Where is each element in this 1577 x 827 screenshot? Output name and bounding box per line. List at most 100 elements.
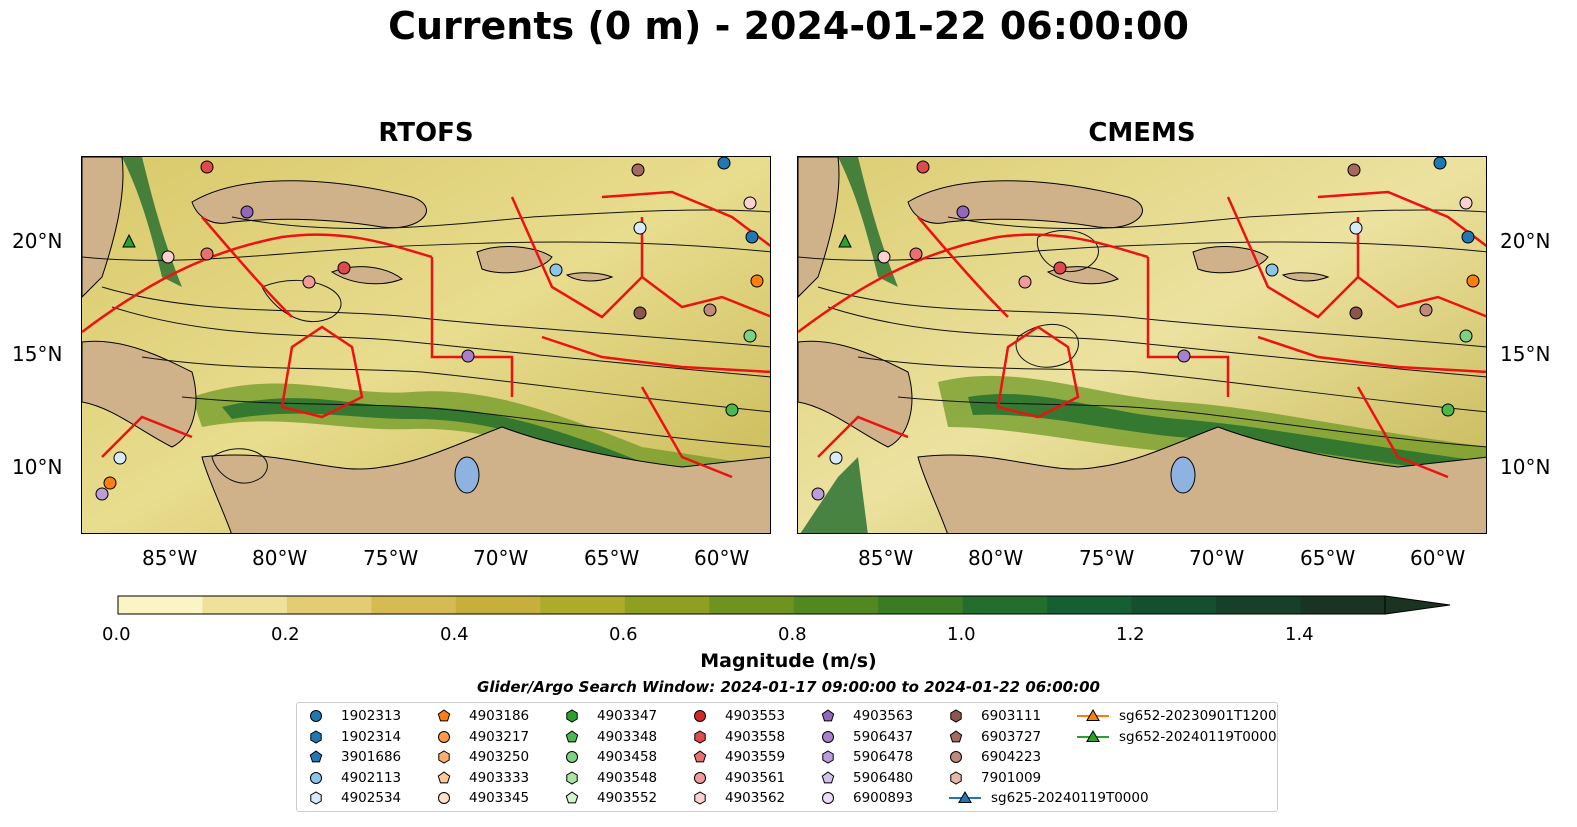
colorbar-segment <box>371 596 457 614</box>
colorbar-segment <box>709 596 795 614</box>
colorbar-segments <box>118 596 1386 614</box>
legend-marker-circle-icon <box>950 751 962 764</box>
legend-marker-pentagon-icon <box>821 771 835 784</box>
lon-label-85w-left: 85°W <box>142 546 198 570</box>
legend-marker-circle-icon <box>566 751 578 764</box>
legend-marker-hexagon-icon <box>694 730 706 744</box>
legend-label: 4903561 <box>725 769 786 786</box>
lon-label-60w-left: 60°W <box>694 546 750 570</box>
lat-label-10n-left: 10°N <box>12 455 63 479</box>
map-panel-cmems <box>797 156 1487 534</box>
lat-label-10n-right: 10°N <box>1500 455 1551 479</box>
legend-marker-circle-icon <box>438 730 450 743</box>
lon-label-80w-right: 80°W <box>968 546 1024 570</box>
legend-marker-circle-icon <box>694 710 706 722</box>
colorbar-tick-0.0: 0.0 <box>102 624 131 645</box>
colorbar-segment <box>793 596 879 614</box>
legend-label: 4903347 <box>597 708 658 724</box>
lon-label-65w-left: 65°W <box>584 546 640 570</box>
legend-marker-circle-icon <box>822 730 834 743</box>
lon-label-65w-right: 65°W <box>1300 546 1356 570</box>
legend-label: 4903563 <box>853 708 914 724</box>
legend-marker-pentagon-icon <box>565 729 579 742</box>
colorbar-segment <box>878 596 964 614</box>
legend-marker-hexagon-icon <box>950 771 962 785</box>
legend-label: 4902534 <box>341 790 402 807</box>
colorbar-segment <box>1216 596 1302 614</box>
colorbar-tick-0.8: 0.8 <box>778 624 807 645</box>
legend-marker-hexagon-icon <box>438 750 450 764</box>
lat-label-20n-right: 20°N <box>1500 229 1551 253</box>
colorbar-segment <box>455 596 541 614</box>
legend-marker-circle-icon <box>694 771 706 784</box>
legend-label: 4903348 <box>597 728 658 745</box>
colorbar-segment <box>1131 596 1217 614</box>
lat-label-15n-right: 15°N <box>1500 342 1551 366</box>
colorbar-segment <box>962 596 1048 614</box>
colorbar-tick-0.6: 0.6 <box>609 624 638 645</box>
legend-marker-circle-icon <box>822 792 834 805</box>
legend-label: 6904223 <box>981 749 1042 766</box>
lon-label-70w-left: 70°W <box>473 546 529 570</box>
legend-label: 4903548 <box>597 769 658 786</box>
colorbar-segment <box>286 596 372 614</box>
colorbar-extend-arrow <box>1384 595 1451 615</box>
colorbar-tick-1.4: 1.4 <box>1285 624 1314 645</box>
legend-marker-circle-icon <box>310 771 322 784</box>
lon-label-70w-right: 70°W <box>1189 546 1245 570</box>
legend-marker-pentagon-icon <box>437 771 451 784</box>
legend-label: 6903727 <box>981 728 1042 745</box>
legend-marker-hexagon-icon <box>310 791 322 805</box>
legend-label: 5906480 <box>853 769 914 786</box>
legend-label: 4903250 <box>469 749 530 766</box>
legend-label: 4903345 <box>469 790 530 807</box>
colorbar-tick-1.0: 1.0 <box>947 624 976 645</box>
panel-title-cmems: CMEMS <box>1088 118 1196 148</box>
colorbar-segment <box>624 596 710 614</box>
legend-label: 4903553 <box>725 708 786 724</box>
legend-label: 6903111 <box>981 708 1042 724</box>
current-map-cmems <box>798 157 1486 533</box>
colorbar-segment <box>540 596 626 614</box>
legend-label: 6900893 <box>853 790 914 807</box>
legend-label: 3901686 <box>341 749 402 766</box>
legend-marker-line-triangle-icon <box>1077 709 1109 721</box>
panel-title-rtofs: RTOFS <box>378 118 474 148</box>
lon-label-80w-left: 80°W <box>252 546 308 570</box>
legend-marker-pentagon-icon <box>309 750 323 763</box>
figure-title: Currents (0 m) - 2024-01-22 06:00:00 <box>388 4 1189 48</box>
legend-marker-hexagon-icon <box>566 709 578 723</box>
legend-label: 1902314 <box>341 728 402 745</box>
lon-label-75w-right: 75°W <box>1079 546 1135 570</box>
legend-marker-hexagon-icon <box>310 730 322 744</box>
legend-label: sg652-20240119T0000 <box>1119 728 1277 745</box>
colorbar-segment <box>1047 596 1133 614</box>
legend-label: 4902113 <box>341 769 402 786</box>
lon-label-75w-left: 75°W <box>363 546 419 570</box>
legend-marker-pentagon-icon <box>821 709 835 722</box>
colorbar-label: Magnitude (m/s) <box>700 650 877 672</box>
legend-marker-circle-icon <box>438 792 450 805</box>
map-panel-rtofs <box>81 156 771 534</box>
legend: 1902313 1902314 3901686 4902113 4902534 49031… <box>296 702 1278 812</box>
legend-marker-hexagon-icon <box>822 750 834 764</box>
colorbar-tick-1.2: 1.2 <box>1116 624 1145 645</box>
legend-label: 7901009 <box>981 769 1042 786</box>
legend-marker-hexagon-icon <box>694 791 706 805</box>
legend-marker-pentagon-icon <box>949 729 963 742</box>
legend-label: 4903458 <box>597 749 658 766</box>
colorbar-segment <box>202 596 288 614</box>
colorbar-tick-0.4: 0.4 <box>440 624 469 645</box>
colorbar-segment <box>118 596 203 614</box>
legend-marker-pentagon-icon <box>437 709 451 722</box>
colorbar-outline <box>117 595 1386 615</box>
colorbar <box>117 595 1451 615</box>
legend-marker-hexagon-icon <box>566 771 578 785</box>
legend-marker-pentagon-icon <box>693 750 707 763</box>
legend-label: 1902313 <box>341 708 402 724</box>
colorbar-tick-0.2: 0.2 <box>271 624 300 645</box>
legend-marker-pentagon-icon <box>565 791 579 804</box>
lat-label-20n-left: 20°N <box>12 229 63 253</box>
legend-label: 4903186 <box>469 708 530 724</box>
legend-label: 5906437 <box>853 728 914 745</box>
